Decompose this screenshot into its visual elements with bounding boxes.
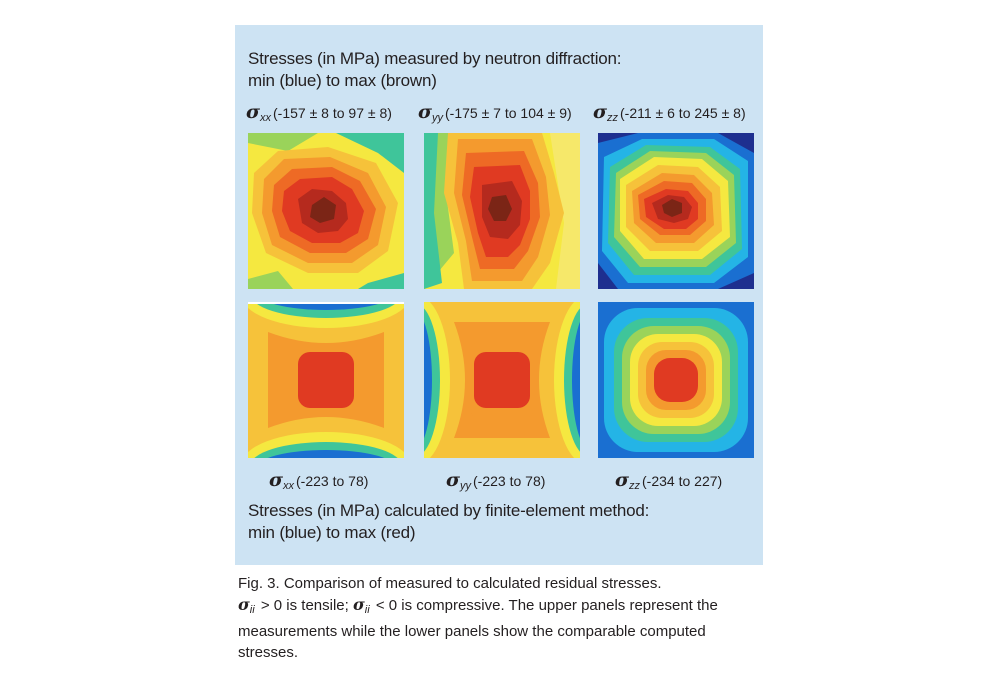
contour-band — [310, 197, 336, 223]
sigma-symbol: σ — [353, 595, 365, 614]
figure-caption: Fig. 3. Comparison of measured to calcul… — [238, 573, 798, 663]
contour-band — [572, 321, 580, 439]
contour-measured-syy — [424, 133, 580, 289]
range-text: (-223 to 78) — [296, 473, 369, 489]
contour-measured-syy-plot — [424, 133, 580, 289]
contour-measured-szz — [598, 133, 754, 289]
contour-measured-szz-plot — [598, 133, 754, 289]
calculated-title-line2: min (blue) to max (red) — [248, 523, 416, 542]
caption-line: Fig. 3. Comparison of measured to calcul… — [238, 575, 662, 592]
contour-calculated-szz-plot — [598, 302, 754, 458]
range-text: (-223 to 78) — [473, 473, 546, 489]
contour-measured-sxx — [248, 133, 404, 289]
contour-calculated-sxx — [248, 302, 404, 458]
contour-band — [662, 199, 682, 217]
subscript: ii — [364, 604, 370, 616]
contour-band — [267, 450, 385, 458]
caption-text: < 0 is compressive. The upper panels rep… — [371, 597, 718, 614]
contour-band — [424, 321, 432, 439]
contour-band — [358, 273, 404, 289]
subscript: zz — [607, 112, 619, 124]
contour-band — [474, 352, 530, 408]
range-text: (-211 ± 6 to 245 ± 8) — [620, 105, 746, 121]
label-calculated-syy: σyy (-223 to 78) — [446, 469, 545, 492]
contour-measured-sxx-plot — [248, 133, 404, 289]
measured-title-line2: min (blue) to max (brown) — [248, 71, 437, 90]
contour-band — [248, 271, 293, 289]
caption-line: σii > 0 is tensile; σii < 0 is compressi… — [238, 594, 798, 621]
calculated-title-line1: Stresses (in MPa) calculated by finite-e… — [248, 501, 650, 520]
label-measured-syy: σyy (-175 ± 7 to 104 ± 9) — [418, 101, 572, 124]
label-calculated-szz: σzz (-234 to 227) — [615, 469, 722, 492]
contour-band — [424, 133, 442, 289]
caption-text: > 0 is tensile; — [256, 597, 353, 614]
subscript: zz — [629, 480, 641, 492]
sigma-symbol: σ — [615, 469, 630, 491]
contour-calculated-sxx-plot — [248, 302, 404, 458]
contour-band — [336, 133, 404, 173]
contour-band — [248, 133, 318, 151]
contour-calculated-syy-plot — [424, 302, 580, 458]
subscript: xx — [260, 112, 272, 124]
sigma-symbol: σ — [246, 101, 261, 123]
subscript: ii — [249, 604, 255, 616]
contour-calculated-szz — [598, 302, 754, 458]
measured-title-line1: Stresses (in MPa) measured by neutron di… — [248, 49, 622, 68]
subscript: xx — [283, 480, 295, 492]
label-calculated-sxx: σxx (-223 to 78) — [269, 469, 368, 492]
panel-edge — [248, 302, 404, 304]
caption-line: stresses. — [238, 644, 299, 661]
label-measured-szz: σzz (-211 ± 6 to 245 ± 8) — [593, 101, 746, 124]
range-text: (-175 ± 7 to 104 ± 9) — [445, 105, 572, 121]
subscript: yy — [432, 112, 444, 124]
caption-line: measurements while the lower panels show… — [238, 623, 706, 640]
contour-band — [298, 352, 354, 408]
sigma-symbol: σ — [418, 101, 433, 123]
sigma-symbol: σ — [269, 469, 284, 491]
contour-band — [488, 195, 512, 221]
range-text: (-157 ± 8 to 97 ± 8) — [273, 105, 392, 121]
contour-calculated-syy — [424, 302, 580, 458]
contour-band — [654, 358, 698, 402]
sigma-symbol: σ — [238, 595, 250, 614]
sigma-symbol: σ — [446, 469, 461, 491]
figure-panel: Stresses (in MPa) measured by neutron di… — [235, 25, 763, 565]
sigma-symbol: σ — [593, 101, 608, 123]
label-measured-sxx: σxx (-157 ± 8 to 97 ± 8) — [246, 101, 392, 124]
contour-band — [550, 133, 580, 289]
range-text: (-234 to 227) — [642, 473, 723, 489]
subscript: yy — [460, 480, 472, 492]
